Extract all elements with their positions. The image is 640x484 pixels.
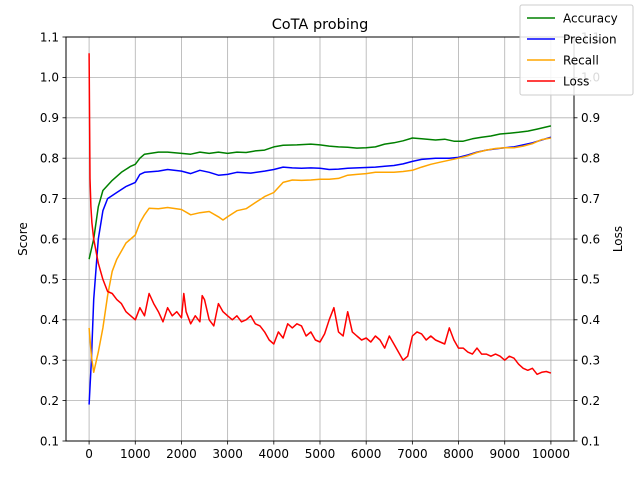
y-tick-label-left: 0.3 <box>40 354 59 368</box>
y-tick-label-right: 0.2 <box>581 394 600 408</box>
y-axis-label-right: Loss <box>611 226 625 252</box>
y-tick-label-right: 0.8 <box>581 152 600 166</box>
legend-label-recall: Recall <box>563 53 599 67</box>
x-tick-label: 0 <box>85 447 93 461</box>
legend: Accuracy Precision Recall Loss <box>519 4 634 96</box>
y-axis-label-left: Score <box>16 222 30 256</box>
x-tick-label: 8000 <box>443 447 474 461</box>
y-tick-label-left: 1.1 <box>40 30 59 44</box>
x-tick-label: 2000 <box>166 447 197 461</box>
series-lines <box>88 53 552 405</box>
x-tick-label: 6000 <box>351 447 382 461</box>
y-tick-label-left: 0.7 <box>40 192 59 206</box>
legend-label-precision: Precision <box>563 32 617 46</box>
legend-box <box>519 4 634 96</box>
x-tick-label: 10000 <box>532 447 570 461</box>
legend-label-accuracy: Accuracy <box>563 11 618 25</box>
x-tick-label: 7000 <box>397 447 428 461</box>
x-tick-label: 5000 <box>305 447 336 461</box>
y-tick-label-right: 0.3 <box>581 354 600 368</box>
x-tick-label: 9000 <box>489 447 520 461</box>
y-tick-label-left: 0.6 <box>40 232 59 246</box>
y-axis-right: 0.10.20.30.40.50.60.70.80.91.01.1 <box>574 30 600 448</box>
y-tick-label-right: 0.5 <box>581 273 600 287</box>
y-tick-label-left: 0.2 <box>40 394 59 408</box>
y-tick-label-right: 0.4 <box>581 313 600 327</box>
y-tick-label-left: 0.1 <box>40 434 59 448</box>
y-tick-label-left: 0.4 <box>40 313 59 327</box>
chart-title: CoTA probing <box>272 17 369 33</box>
legend-label-loss: Loss <box>563 74 589 88</box>
y-tick-label-right: 0.9 <box>581 111 600 125</box>
x-tick-label: 3000 <box>212 447 243 461</box>
y-tick-label-right: 0.6 <box>581 232 600 246</box>
y-axis-left: 0.1 0.2 0.3 0.4 0.5 0.6 0.7 0.8 0.9 1.0 1.1 <box>40 30 66 448</box>
x-tick-label: 1000 <box>120 447 151 461</box>
y-tick-label-right: 0.7 <box>581 192 600 206</box>
x-axis: 0 1000 2000 3000 4000 5000 6000 7000 8000 9000 100… <box>85 441 570 461</box>
x-tick-label: 4000 <box>259 447 290 461</box>
y-tick-label-left: 1.0 <box>40 71 59 85</box>
y-tick-label-left: 0.5 <box>40 273 59 287</box>
y-tick-label-left: 0.9 <box>40 111 59 125</box>
y-tick-label-right: 0.1 <box>581 434 600 448</box>
series-line-loss <box>88 53 552 376</box>
series-line-recall <box>88 137 552 374</box>
series-line-accuracy <box>88 125 552 260</box>
y-tick-label-left: 0.8 <box>40 152 59 166</box>
